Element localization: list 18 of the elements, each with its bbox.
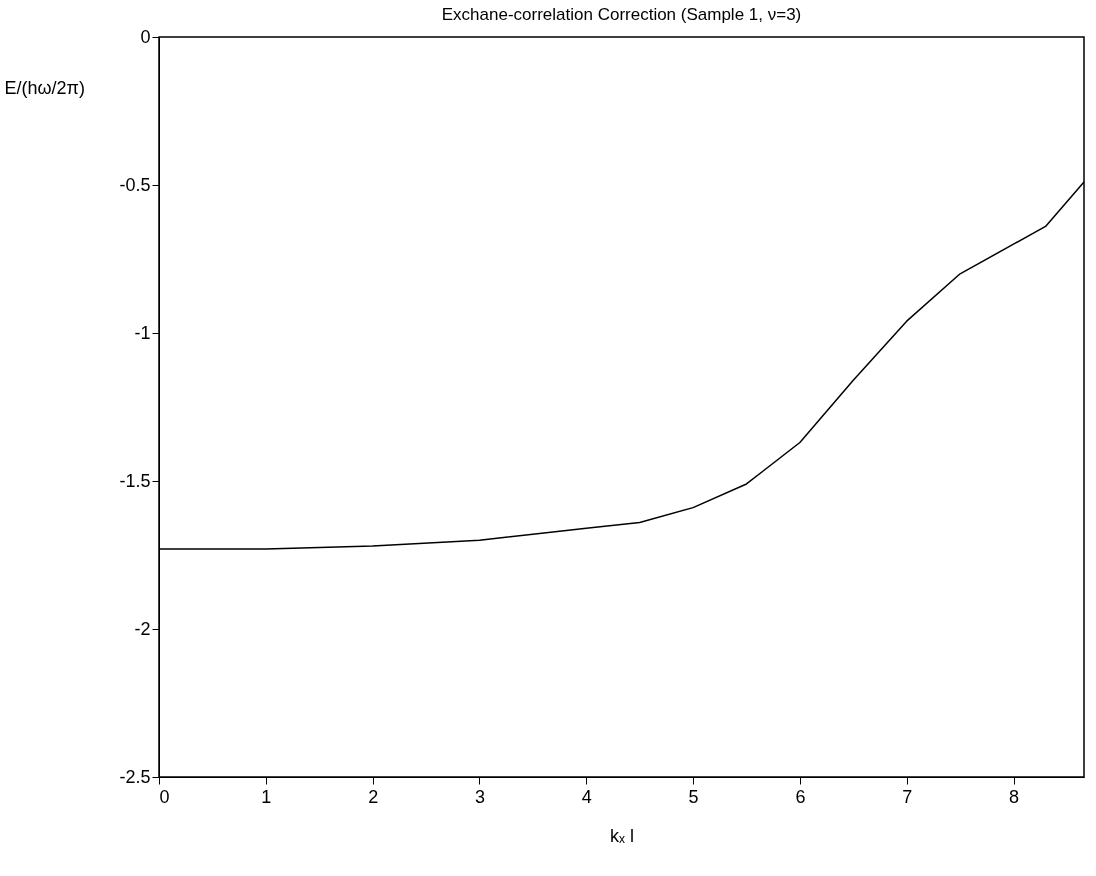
y-tick-label: 0 [140,26,151,47]
y-tick-label: -2 [134,618,151,639]
x-tick-label: 7 [902,786,913,807]
x-tick-label: 6 [795,786,806,807]
y-tick-label: -2.5 [119,766,151,787]
x-tick-label: 3 [474,786,485,807]
x-tick-label: 2 [368,786,379,807]
x-tick-label: 1 [261,786,272,807]
y-tick-label: -1.5 [119,470,151,491]
chart-title: Exchane-correlation Correction (Sample 1, ν=3) [441,5,802,24]
x-tick-label: 5 [688,786,699,807]
y-tick-label: -0.5 [119,174,151,195]
x-tick-label: 4 [581,786,592,807]
y-axis-title: E/(hω/2π) [4,77,85,98]
x-axis-title: kₓ l [610,825,634,846]
x-tick-label: 0 [159,786,170,807]
x-tick-label: 8 [1009,786,1020,807]
y-tick-label: -1 [134,322,151,343]
